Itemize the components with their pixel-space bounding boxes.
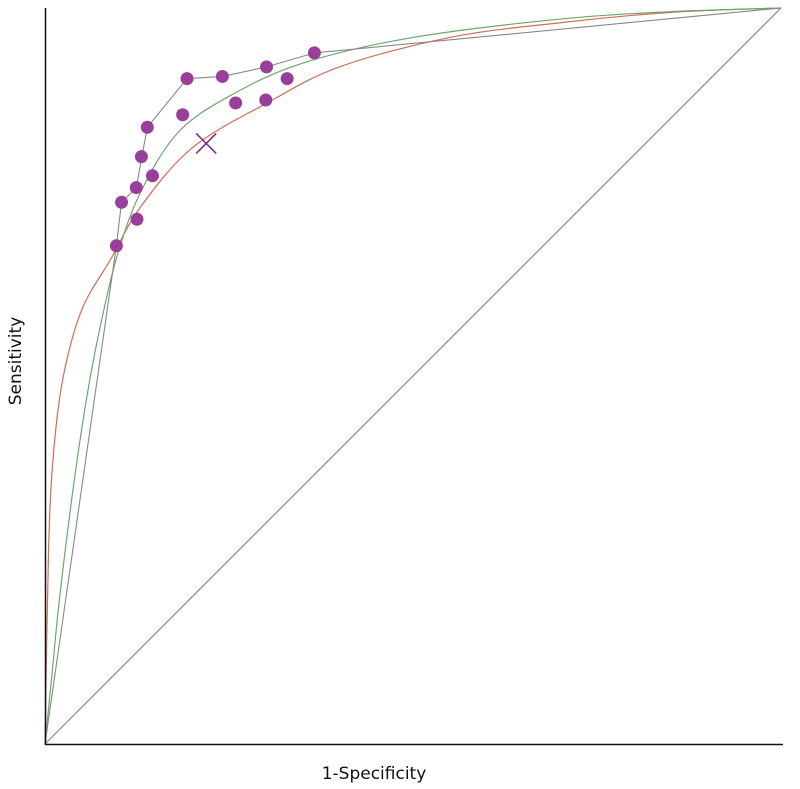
study-point <box>176 108 190 122</box>
study-point <box>215 69 229 83</box>
diagonal-reference-line <box>44 7 782 745</box>
study-point <box>260 60 274 74</box>
study-point <box>229 96 243 110</box>
y-axis-title: Sensitivity <box>6 317 26 406</box>
study-point <box>259 93 273 107</box>
sroc-curve-2 <box>44 7 782 745</box>
study-point <box>134 150 148 164</box>
study-point <box>129 181 143 195</box>
roc-envelope-line <box>44 7 782 745</box>
sroc-curve-1 <box>44 7 782 745</box>
study-point <box>307 46 321 60</box>
summary-layer <box>195 132 217 154</box>
envelope-layer <box>44 7 782 745</box>
summary-marker-stroke <box>195 132 217 154</box>
study-point <box>145 169 159 183</box>
summary-point-marker <box>195 132 217 154</box>
study-point <box>140 120 154 134</box>
axes-layer <box>44 8 783 746</box>
points-layer <box>109 46 321 253</box>
study-point <box>180 72 194 86</box>
curves-layer <box>44 7 782 745</box>
study-point <box>115 195 129 209</box>
study-point <box>109 239 123 253</box>
x-axis-title: 1-Specificity <box>322 764 427 784</box>
study-point <box>280 72 294 86</box>
study-point <box>130 212 144 226</box>
